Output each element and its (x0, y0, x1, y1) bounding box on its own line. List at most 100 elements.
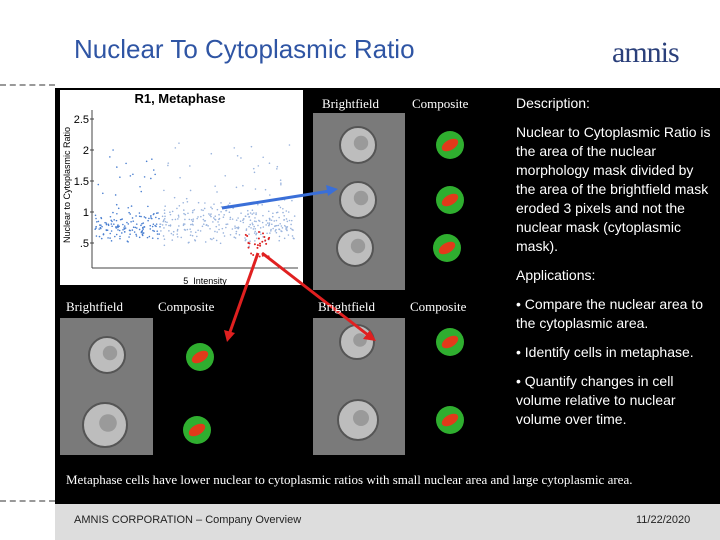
scatter-dot (190, 219, 193, 221)
y-tick-label: 2.5 (74, 114, 89, 126)
scatter-dot (291, 228, 293, 231)
scatter-dot (144, 217, 147, 219)
arrow-head (224, 330, 235, 342)
scatter-dot (178, 204, 181, 207)
scatter-dot (97, 220, 100, 223)
scatter-dot (275, 211, 278, 214)
scatter-dot (250, 252, 253, 255)
dashed-line (0, 500, 55, 502)
scatter-dot (253, 225, 255, 228)
scatter-dot (168, 230, 170, 232)
scatter-dot (248, 233, 250, 235)
scatter-dot (186, 201, 189, 203)
scatter-dot (171, 210, 174, 213)
scatter-dot (112, 211, 114, 214)
arrow-head (326, 185, 338, 196)
scatter-dot (116, 166, 118, 168)
scatter-dot (218, 218, 220, 221)
scatter-dot (190, 231, 192, 233)
scatter-dot (132, 173, 134, 176)
scatter-dot (197, 229, 199, 232)
panel-label: Composite (410, 299, 467, 314)
scatter-dot (257, 219, 260, 222)
scatter-dot (133, 231, 136, 233)
scatter-dot (270, 228, 272, 231)
scatter-dot (255, 213, 257, 216)
scatter-dot (268, 223, 271, 226)
scatter-dot (159, 225, 161, 228)
scatter-dot (290, 223, 292, 226)
scatter-dot (251, 209, 254, 212)
scatter-dot (102, 192, 104, 195)
scatter-dot (142, 226, 144, 229)
scatter-dot (142, 232, 145, 234)
scatter-dot (290, 227, 292, 230)
scatter-dot (163, 212, 166, 215)
scatter-dot (130, 221, 132, 223)
scatter-dot (212, 221, 214, 223)
scatter-dot (150, 215, 152, 217)
scatter-dot (270, 219, 273, 222)
scatter-dot (236, 226, 238, 229)
scatter-dot (121, 232, 123, 234)
scatter-dot (207, 225, 209, 227)
scatter-dot (266, 232, 268, 235)
scatter-dot (225, 226, 227, 229)
scatter-dot (154, 224, 156, 227)
scatter-dot (237, 227, 239, 230)
scatter-dot (275, 228, 277, 231)
scatter-dot (151, 158, 153, 160)
scatter-dot (123, 225, 126, 227)
scatter-dot (218, 213, 220, 216)
scatter-dot (218, 224, 220, 226)
scatter-dot (176, 230, 179, 232)
scatter-dot (132, 220, 135, 222)
scatter-dot (279, 179, 282, 181)
scatter-dot (204, 219, 207, 222)
scatter-dot (210, 152, 213, 155)
scatter-dot (162, 219, 165, 222)
scatter-dot (258, 231, 261, 234)
scatter-dot (174, 218, 177, 221)
scatter-dot (119, 237, 121, 240)
scatter-dot (269, 232, 271, 234)
cell-nucleus (441, 193, 459, 207)
scatter-dot (150, 177, 152, 180)
scatter-dot (286, 225, 289, 228)
scatter-dot (157, 212, 159, 214)
scatter-dot (192, 218, 195, 220)
scatter-dot (202, 209, 204, 212)
scatter-dot (258, 242, 261, 245)
scatter-dot (156, 233, 159, 235)
scatter-dot (257, 165, 260, 167)
scatter-dot (222, 232, 225, 234)
scatter-dot (169, 211, 171, 214)
scatter-dot (152, 213, 155, 216)
scatter-dot (253, 243, 256, 246)
scatter-dot (127, 223, 130, 225)
scatter-dot (130, 205, 133, 207)
scatter-dot (251, 213, 254, 215)
scatter-dot (116, 212, 118, 215)
scatter-dot (217, 221, 219, 223)
scatter-dot (252, 253, 255, 256)
scatter-dot (95, 217, 97, 220)
scatter-dot (117, 207, 120, 210)
scatter-dot (110, 219, 113, 222)
scatter-dot (246, 209, 249, 212)
scatter-dot (135, 227, 138, 229)
footer-bar (55, 504, 720, 540)
scatter-dot (264, 239, 267, 242)
scatter-dot (225, 209, 227, 212)
panel-label: Composite (412, 96, 469, 111)
scatter-dot (253, 212, 255, 214)
scatter-dot (246, 234, 249, 237)
scatter-dot (117, 224, 119, 226)
panel-label: Brightfield (66, 299, 124, 314)
scatter-dot (254, 217, 256, 219)
cell-nucleus (353, 410, 369, 426)
scatter-dot (184, 218, 186, 221)
scatter-dot (196, 235, 198, 238)
scatter-dot (244, 237, 246, 239)
scatter-dot (254, 230, 257, 233)
